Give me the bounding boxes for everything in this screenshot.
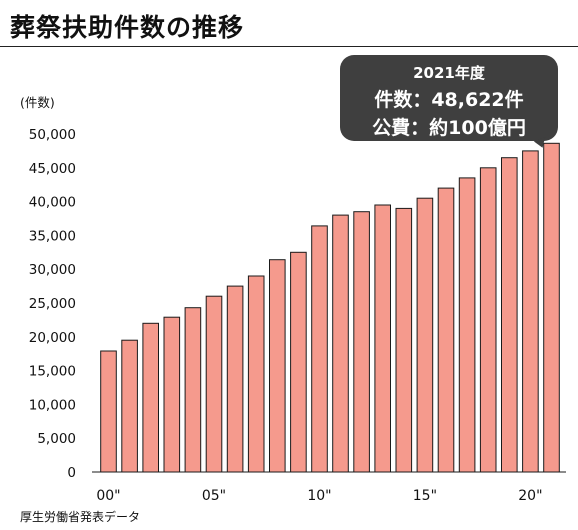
bar-2019	[501, 157, 518, 473]
bar-2021	[543, 142, 560, 473]
bar-2020	[522, 150, 539, 473]
y-tick-label: 10,000	[29, 397, 76, 413]
callout-count: 件数：48,622件	[374, 89, 524, 111]
title-underline	[0, 46, 578, 47]
bar-2011	[332, 214, 349, 473]
bar-2004	[184, 307, 202, 473]
bar-2016	[437, 187, 455, 473]
bar-2002	[142, 322, 159, 473]
x-axis-ticks: 00" 05" 10" 15" 20"	[96, 488, 542, 504]
bars	[100, 142, 560, 473]
bar-2000	[100, 350, 117, 473]
y-tick-label: 45,000	[29, 161, 76, 177]
bar-2007	[247, 275, 265, 473]
y-tick-label: 5,000	[37, 431, 76, 447]
bar-2013	[374, 204, 391, 473]
x-tick-label: 20"	[518, 488, 542, 504]
data-source: 厚生労働省発表データ	[20, 510, 141, 524]
bar-2003	[163, 316, 181, 473]
bar-2005	[205, 295, 223, 473]
y-axis-ticks: 0 5,000 10,000 15,000 20,000 25,000 30,000 35,0…	[29, 127, 76, 481]
bar-2006	[226, 285, 244, 473]
y-tick-label: 35,000	[29, 228, 76, 244]
callout-year: 2021年度	[413, 64, 485, 82]
y-tick-label: 15,000	[29, 364, 76, 380]
callout-cost: 公費：約100億円	[372, 117, 526, 139]
x-tick-label: 10"	[307, 488, 331, 504]
callout-box: 2021年度 件数：48,622件 公費：約100億円	[340, 55, 558, 141]
y-tick-label: 0	[67, 465, 76, 481]
bar-2018	[479, 167, 497, 473]
y-tick-label: 30,000	[29, 262, 76, 278]
x-tick-label: 05"	[202, 488, 226, 504]
chart-title: 葬祭扶助件数の推移	[10, 13, 245, 42]
bar-2017	[458, 177, 476, 473]
bar-2010	[311, 225, 328, 473]
bar-2015	[416, 197, 434, 473]
y-tick-label: 25,000	[29, 296, 76, 312]
x-tick-label: 00"	[96, 488, 120, 504]
bar-2012	[353, 211, 370, 473]
bar-2009	[290, 251, 307, 473]
y-tick-label: 50,000	[29, 127, 76, 143]
bar-2008	[269, 259, 286, 473]
bar-2014	[395, 207, 413, 473]
y-axis-unit-label: (件数)	[20, 95, 55, 110]
bar-2001	[121, 339, 138, 473]
y-tick-label: 20,000	[29, 330, 76, 346]
y-tick-label: 40,000	[29, 195, 76, 211]
x-tick-label: 15"	[413, 488, 437, 504]
